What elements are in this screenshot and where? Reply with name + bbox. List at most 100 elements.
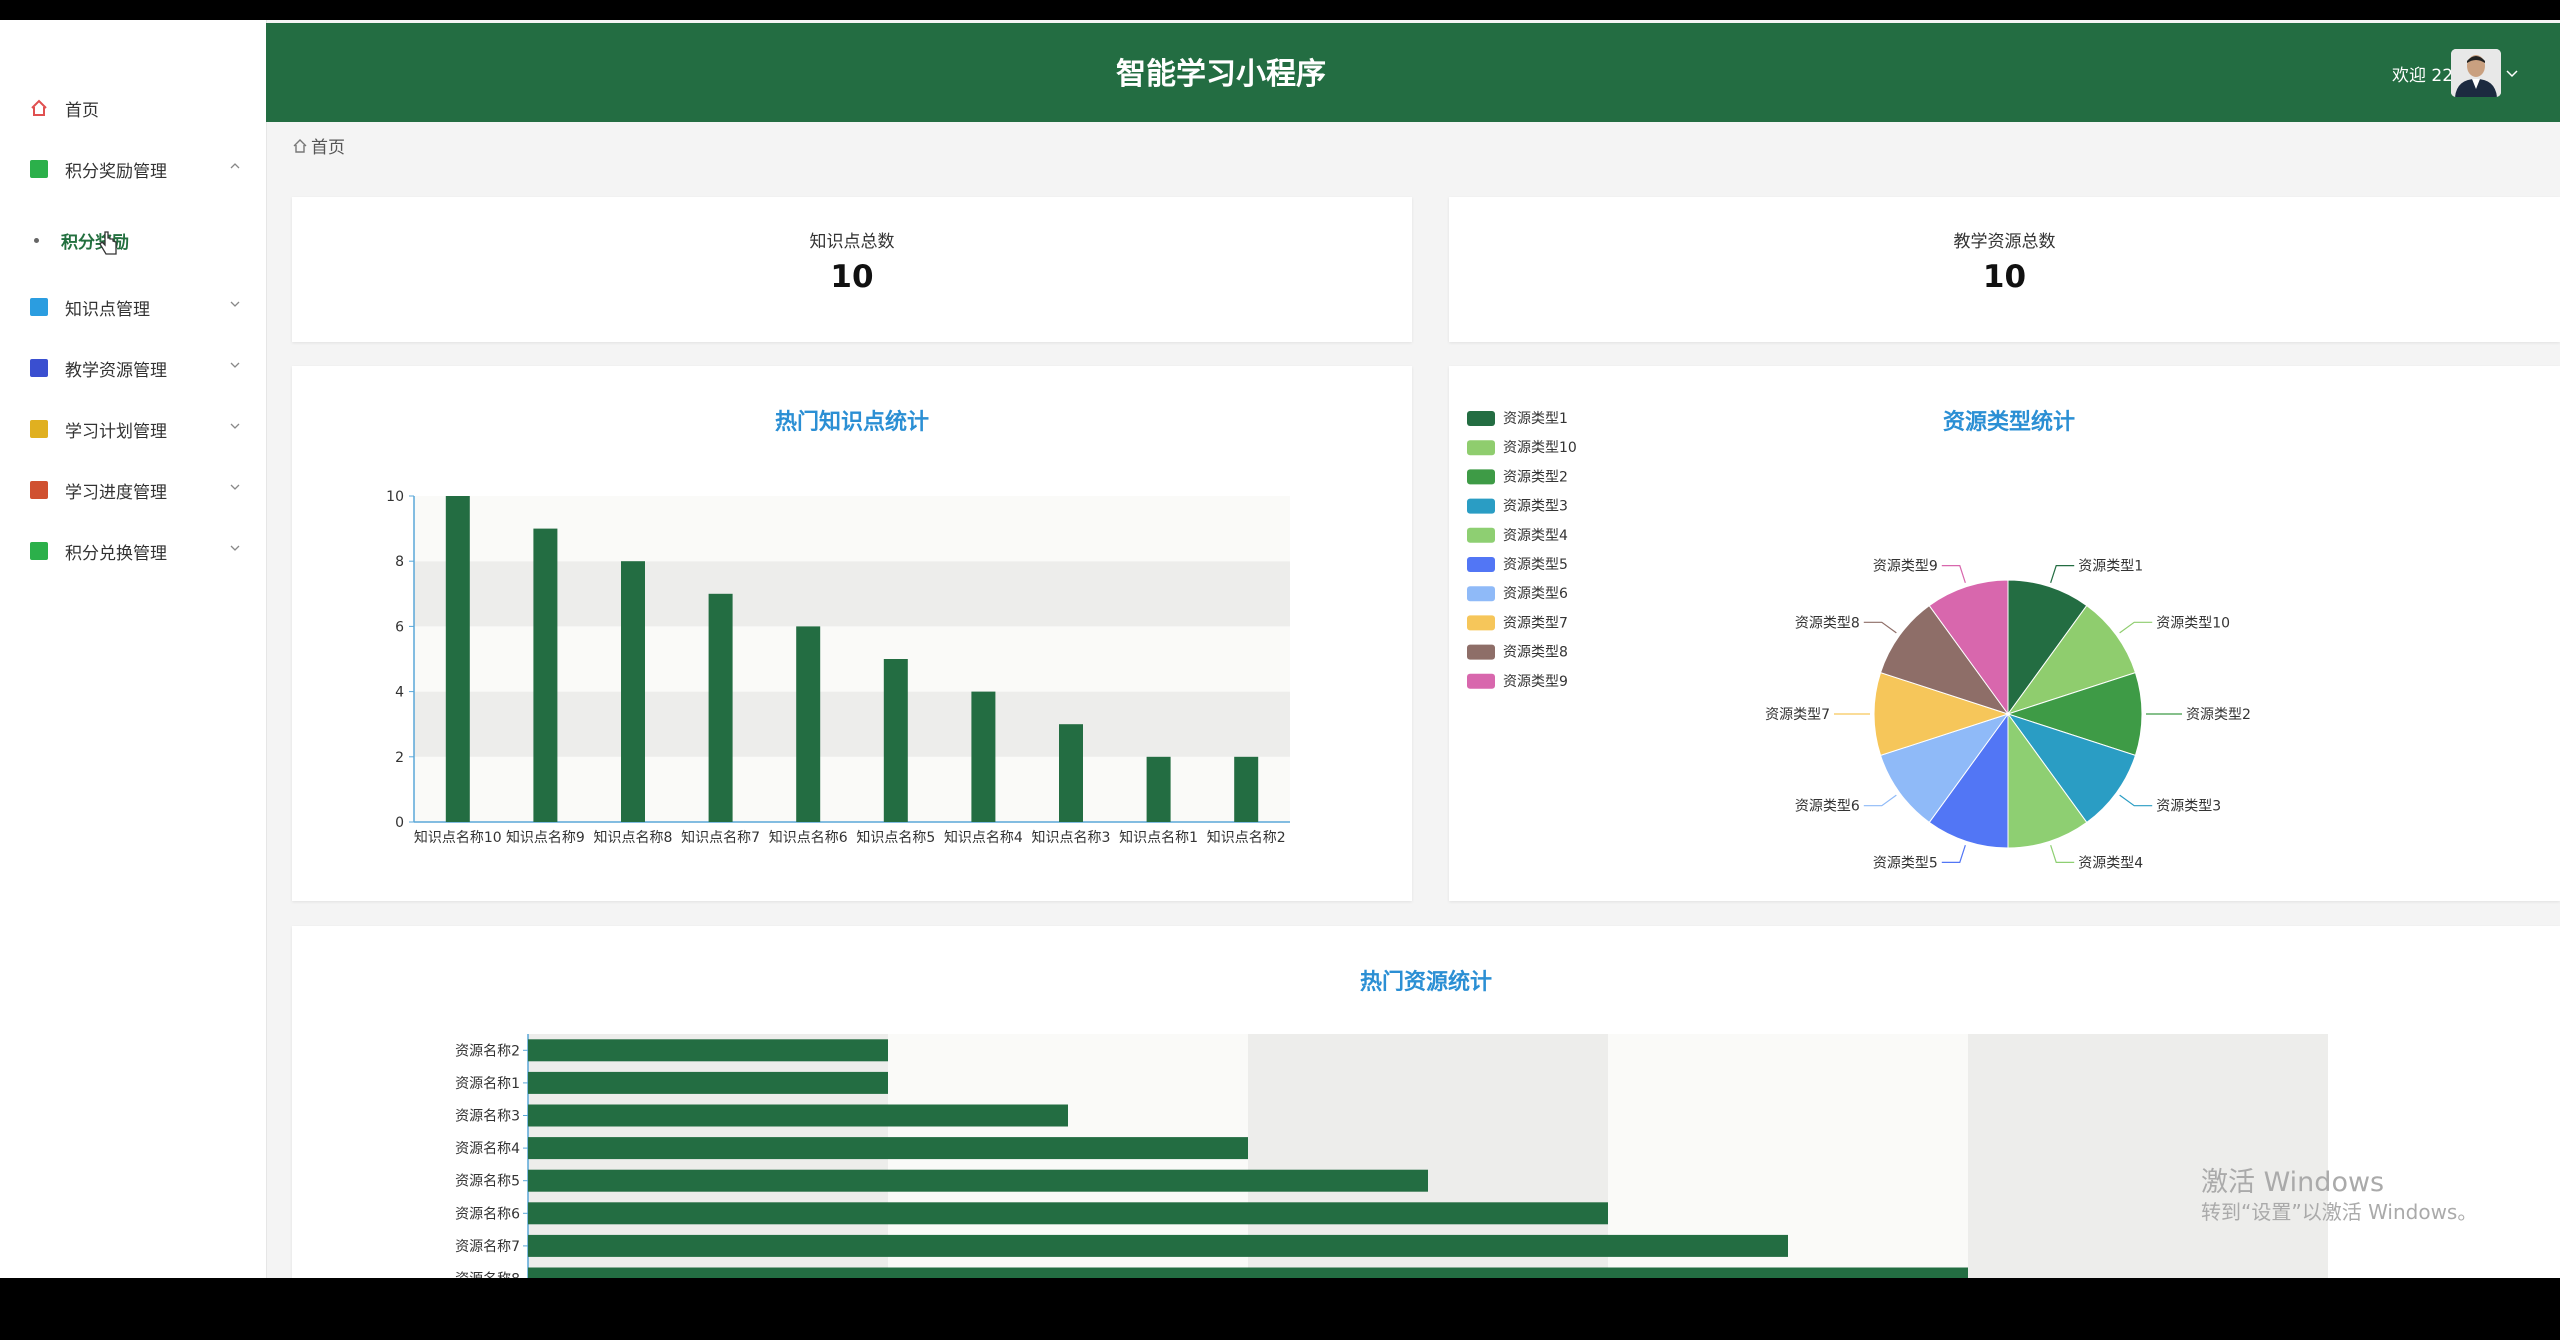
hand-cursor-icon — [99, 231, 117, 255]
hot-knowledge-bar-chart: 0 2 4 6 8 10 知识点名称10 知识点名称9 知识点名称8 知识点名称7 知识点名称6 知识… — [386, 489, 1290, 846]
pie-label: 资源类型6 — [1795, 799, 1860, 815]
hot-resource-bar-chart: 资源名称2 资源名称1 资源名称3 资源名称4 资源名称5 资源名称6 资源名称7 资源名称8 — [455, 1034, 2328, 1278]
watermark-line1: 激活 Windows — [2201, 1167, 2385, 1198]
bullet-icon — [34, 238, 39, 243]
bar — [528, 1202, 1608, 1225]
bar — [883, 659, 908, 822]
book-icon — [30, 160, 48, 178]
bar — [1146, 756, 1171, 822]
pie-slice — [2007, 712, 2088, 849]
legend-swatch — [1467, 673, 1495, 689]
chevron-down-icon — [230, 423, 240, 429]
bar — [708, 593, 733, 822]
sidebar-item-label: 学习进度管理 — [65, 482, 167, 503]
grid-band — [414, 496, 1290, 562]
y-tick-label: 资源名称7 — [455, 1239, 520, 1255]
y-tick-label: 资源名称2 — [455, 1043, 520, 1059]
x-tick-label: 知识点名称3 — [1032, 829, 1111, 846]
bar — [1234, 756, 1259, 822]
legend-label: 资源类型1 — [1503, 411, 1568, 427]
sidebar-subitem-points-reward[interactable]: 积分奖励 — [0, 217, 266, 261]
y-tick-label: 资源名称6 — [455, 1206, 520, 1222]
pie-slice — [1879, 604, 2010, 715]
legend-swatch — [1467, 586, 1495, 602]
legend-swatch — [1467, 411, 1495, 426]
pie-label: 资源类型2 — [2186, 707, 2251, 723]
watermark-line2: 转到“设置”以激活 Windows。 — [2201, 1200, 2478, 1224]
bar — [528, 1039, 888, 1062]
hot-knowledge-chart-card: 热门知识点统计 0 2 4 6 8 10 知识点名称10 知识点名称9 知识点名称8 知识点名称7… — [292, 366, 1412, 901]
x-tick-label: 知识点名称9 — [506, 829, 585, 846]
pie-label-line — [2050, 845, 2075, 863]
chevron-down-icon — [230, 484, 240, 490]
pie-label-line — [1863, 794, 1897, 807]
legend-swatch — [1467, 469, 1495, 485]
pie-slice — [2007, 579, 2088, 716]
legend-label: 资源类型2 — [1503, 469, 1568, 485]
sidebar: 首页 积分奖励管理 积分奖励 知识点管理 教学资源管理 学习计划管理 — [0, 20, 267, 1278]
pie-slice — [1928, 579, 2009, 716]
legend-label: 资源类型9 — [1503, 674, 1568, 690]
chevron-down-icon — [230, 362, 240, 368]
bar — [528, 1234, 1788, 1257]
resource-type-chart-card: 资源类型统计 资源类型1 资源类型10 资源类型2 资源类型3 资源类型4 资源类型5 资源… — [1449, 366, 2560, 901]
bar — [528, 1071, 888, 1094]
y-tick-label: 8 — [395, 554, 404, 570]
welcome-text: 欢迎 22 — [2392, 66, 2454, 86]
pie-label-line — [1941, 845, 1966, 863]
sidebar-item-study-progress[interactable]: 学习进度管理 — [0, 468, 266, 512]
sidebar-item-label: 知识点管理 — [65, 299, 150, 320]
app-title: 智能学习小程序 — [1116, 57, 1326, 92]
sidebar-item-label: 首页 — [65, 100, 99, 121]
avatar[interactable] — [2451, 49, 2501, 97]
sidebar-item-teaching-resources[interactable]: 教学资源管理 — [0, 346, 266, 390]
sidebar-item-label: 积分兑换管理 — [65, 543, 167, 564]
legend-swatch — [1467, 615, 1495, 631]
plan-icon — [30, 420, 48, 438]
legend-swatch — [1467, 644, 1495, 660]
sidebar-item-points-exchange[interactable]: 积分兑换管理 — [0, 529, 266, 573]
legend-swatch — [1467, 527, 1495, 543]
home-icon — [293, 138, 307, 153]
chevron-down-icon[interactable] — [2506, 69, 2518, 79]
resource-type-pie-chart: 资源类型1 资源类型10 资源类型2 资源类型3 资源类型4 资源类型5 资源类型6 资源类型… — [1467, 411, 2251, 871]
y-tick-label: 资源名称4 — [455, 1141, 520, 1157]
pie-slice — [1879, 713, 2010, 824]
pie-label: 资源类型7 — [1765, 707, 1830, 723]
pie-slice — [1873, 671, 2010, 757]
grid-band — [414, 691, 1290, 757]
grid-band — [414, 626, 1290, 692]
bar — [971, 691, 996, 822]
home-icon — [31, 99, 47, 116]
y-tick-label: 资源名称5 — [455, 1174, 520, 1190]
x-tick-label: 知识点名称10 — [414, 829, 502, 846]
legend-label: 资源类型6 — [1503, 586, 1568, 602]
pie-slice — [2006, 604, 2137, 715]
y-tick-label: 资源名称1 — [455, 1076, 520, 1092]
pie-label-line — [2050, 565, 2075, 583]
y-tick-label: 0 — [395, 815, 404, 831]
sidebar-item-home[interactable]: 首页 — [0, 86, 266, 130]
pie-label: 资源类型5 — [1873, 855, 1938, 871]
stat-label: 教学资源总数 — [1953, 232, 2056, 252]
x-tick-label: 知识点名称6 — [769, 829, 848, 846]
pie-label-line — [2119, 621, 2153, 634]
bar — [528, 1137, 1248, 1160]
sidebar-item-knowledge[interactable]: 知识点管理 — [0, 285, 266, 329]
bar — [528, 1267, 1968, 1278]
sidebar-item-label: 学习计划管理 — [65, 421, 167, 442]
pie-slice — [2006, 671, 2143, 757]
grid-band — [1968, 1034, 2328, 1278]
sidebar-item-points-reward[interactable]: 积分奖励管理 — [0, 147, 266, 191]
bar — [533, 528, 558, 822]
y-tick-label: 10 — [386, 489, 404, 505]
stat-label: 知识点总数 — [809, 232, 895, 252]
x-tick-label: 知识点名称4 — [944, 829, 1023, 846]
bar — [1059, 724, 1083, 822]
breadcrumb-home[interactable]: 首页 — [311, 138, 345, 158]
grid-band — [414, 561, 1290, 627]
chart-title: 热门资源统计 — [1359, 970, 1492, 995]
sidebar-item-study-plan[interactable]: 学习计划管理 — [0, 407, 266, 451]
legend-label: 资源类型7 — [1503, 615, 1568, 631]
pie-label-line — [1941, 565, 1966, 583]
